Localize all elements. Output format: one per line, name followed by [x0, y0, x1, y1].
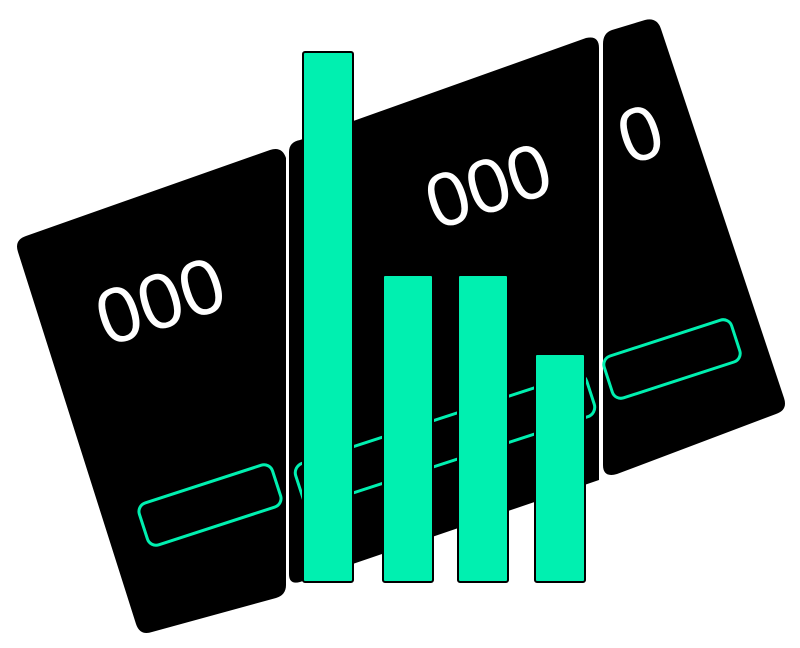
- bar-group: [302, 51, 586, 583]
- card-middle-slot: [293, 372, 597, 508]
- card-middle-body: [289, 37, 599, 583]
- bar-2: [382, 274, 434, 583]
- card-middle: 000: [289, 37, 599, 583]
- bar-4: [534, 353, 586, 583]
- card-left-slot: [137, 463, 283, 547]
- card-left: 000: [17, 149, 286, 633]
- bar-3: [457, 274, 509, 583]
- card-left-body: [17, 149, 286, 633]
- card-right-slot: [602, 318, 742, 400]
- card-right-body: [603, 19, 785, 475]
- card-right: 0: [602, 19, 785, 475]
- bar-1: [302, 51, 354, 583]
